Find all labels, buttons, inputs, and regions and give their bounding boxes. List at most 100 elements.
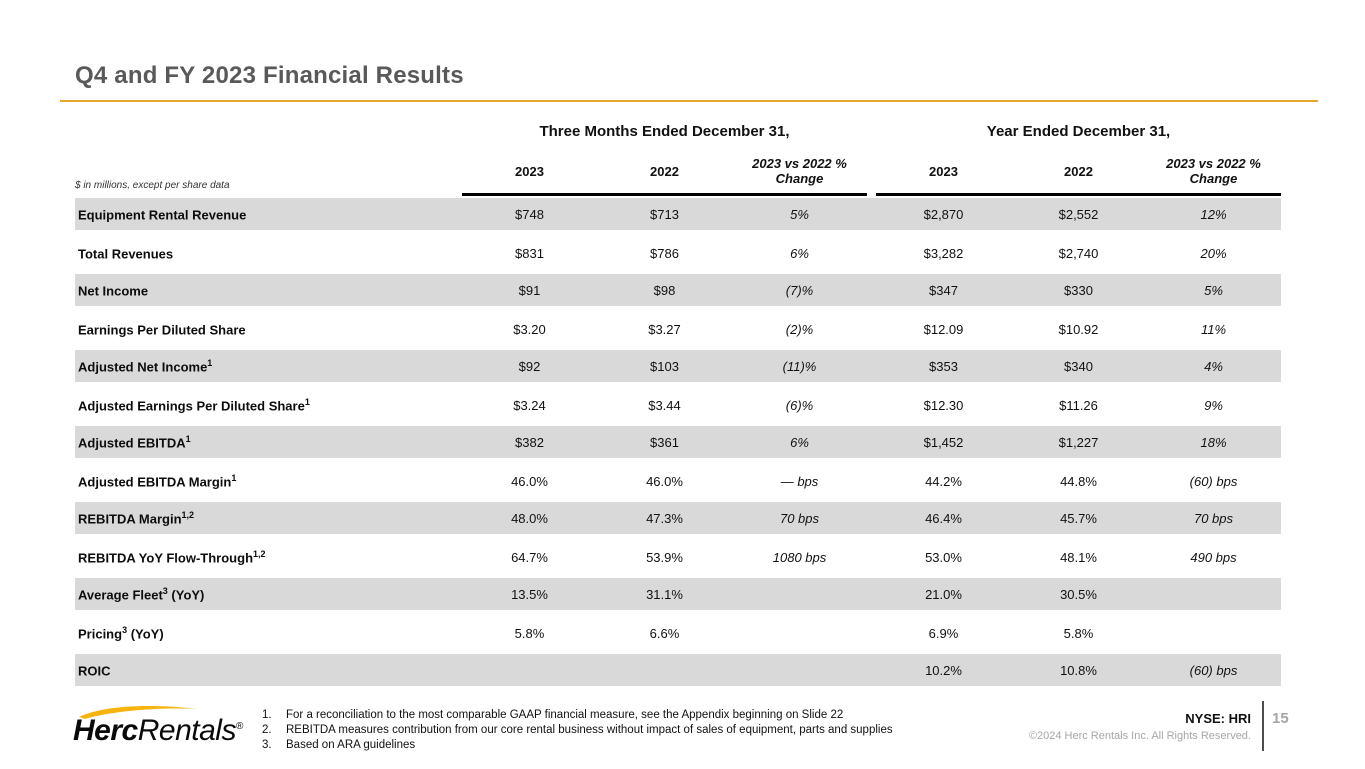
value-fy-change: 4% [1204,358,1223,374]
column-group-q4: 2023 2022 2023 vs 2022 % Change [462,149,867,196]
logo-wordmark: HercRentals® [73,714,243,747]
table-row: Equipment Rental Revenue $748 $713 5% $2… [75,196,1281,234]
table-row: Adjusted EBITDA Margin1 46.0% 46.0% — bp… [75,462,1281,500]
value-fy-2023: 6.9% [928,625,959,641]
value-fy-2023: 53.0% [925,549,962,565]
value-q4-2023: $91 [518,282,541,298]
value-fy-2023: 10.2% [925,662,962,678]
value-fy-2022: $1,227 [1058,434,1099,450]
column-group-fy: 2023 2022 2023 vs 2022 % Change [876,149,1281,196]
value-fy-2023: $347 [929,282,958,298]
value-q4-2022: $361 [650,434,679,450]
metric-label: Pricing3 (YoY) [78,624,164,642]
value-q4-2023: $382 [515,434,544,450]
value-q4-change: (6)% [785,397,814,413]
logo-swoosh-icon [79,705,197,719]
footnote: 2. REBITDA measures contribution from ou… [262,724,893,736]
footnote-marker: 1 [304,396,310,407]
metric-label: REBITDA Margin1,2 [78,509,195,527]
value-fy-2023: $353 [929,358,958,374]
value-q4-change: (2)% [785,321,814,337]
value-q4-2023: 5.8% [514,625,545,641]
value-fy-2022: 10.8% [1060,662,1097,678]
value-q4-2023: $3.20 [513,321,546,337]
value-fy-change: 5% [1204,282,1223,298]
value-q4-2023: 46.0% [511,473,548,489]
value-q4-change: 70 bps [779,510,820,526]
table-row: REBITDA Margin1,2 48.0% 47.3% 70 bps 46.… [75,500,1281,538]
page-number: 15 [1272,710,1289,727]
value-q4-change: — bps [780,473,819,489]
value-q4-2022: 47.3% [646,510,683,526]
value-fy-change: 11% [1200,321,1227,337]
value-fy-change: 70 bps [1193,510,1234,526]
metric-label: ROIC [78,663,111,679]
footnotes: 1. For a reconciliation to the most comp… [262,708,893,753]
value-fy-2023: $3,282 [923,245,964,261]
footnote-marker: 1,2 [253,548,266,559]
value-q4-change: 6% [790,245,809,261]
table-row: Adjusted Earnings Per Diluted Share1 $3.… [75,386,1281,424]
value-fy-2023: 44.2% [925,473,962,489]
value-q4-2022: 31.1% [646,586,683,602]
table-row: Pricing3 (YoY) 5.8% 6.6% 6.9% 5.8% [75,614,1281,652]
metric-label: Net Income [78,283,149,299]
value-q4-change: 6% [790,434,809,450]
table-group-header-row: Three Months Ended December 31, Year End… [75,113,1281,149]
value-q4-2022: $713 [650,206,679,222]
value-q4-2023: $748 [515,206,544,222]
value-q4-change: 1080 bps [772,549,827,565]
column-header-fy-2022: 2022 [1064,163,1093,179]
column-header-q4-2022: 2022 [650,163,679,179]
column-header-q4-change: 2023 vs 2022 % Change [752,156,847,186]
value-q4-2022: 6.6% [649,625,680,641]
value-q4-2023: 48.0% [511,510,548,526]
table-row: Earnings Per Diluted Share $3.20 $3.27 (… [75,310,1281,348]
value-q4-2023: 64.7% [511,549,548,565]
value-fy-change: (60) bps [1189,473,1238,489]
value-fy-2022: 44.8% [1060,473,1097,489]
footnote-marker: 3 [162,585,168,596]
value-fy-2023: $2,870 [923,206,964,222]
value-q4-2022: $103 [650,358,679,374]
value-fy-2022: $340 [1064,358,1093,374]
ticker-label: NYSE: HRI [1185,711,1251,726]
footnote: 1. For a reconciliation to the most comp… [262,709,844,721]
value-q4-2023: $3.24 [513,397,546,413]
footnote-marker: 3 [122,624,128,635]
value-fy-2022: 45.7% [1060,510,1097,526]
group-gap [867,149,876,196]
metric-label: Average Fleet3 (YoY) [78,585,205,603]
value-q4-2022: 46.0% [646,473,683,489]
value-q4-change: (11)% [782,358,817,374]
herc-rentals-logo: HercRentals® [73,700,258,752]
value-fy-2022: $11.26 [1059,397,1098,413]
units-note: $ in millions, except per share data [75,180,230,191]
value-q4-2022: $98 [653,282,676,298]
table-row: Adjusted Net Income1 $92 $103 (11)% $353… [75,348,1281,386]
table-body: Equipment Rental Revenue $748 $713 5% $2… [75,196,1281,690]
table-row: ROIC 10.2% 10.8% (60) bps [75,652,1281,690]
financial-results-table: Three Months Ended December 31, Year End… [75,113,1281,690]
table-column-header-row: $ in millions, except per share data 202… [75,149,1281,196]
table-row: Average Fleet3 (YoY) 13.5% 31.1% 21.0% 3… [75,576,1281,614]
value-fy-2022: 5.8% [1063,625,1094,641]
value-fy-2023: $1,452 [923,434,964,450]
value-q4-2022: $3.27 [648,321,681,337]
value-q4-change: (7)% [785,282,814,298]
title-accent-rule [60,100,1318,102]
footnote-marker: 1 [185,433,191,444]
value-fy-2022: $2,552 [1058,206,1099,222]
metric-label: Equipment Rental Revenue [78,207,247,223]
metric-label: Adjusted Earnings Per Diluted Share1 [78,396,310,414]
value-q4-2022: $786 [650,245,679,261]
metric-label: REBITDA YoY Flow-Through1,2 [78,548,266,566]
table-row: Net Income $91 $98 (7)% $347 $330 5% [75,272,1281,310]
metric-label: Earnings Per Diluted Share [78,322,246,338]
registered-mark: ® [235,721,243,732]
value-fy-2022: $2,740 [1058,245,1099,261]
value-fy-2023: 46.4% [925,510,962,526]
footnote-marker: 1 [207,357,213,368]
value-fy-change: 490 bps [1190,549,1237,565]
value-fy-change: (60) bps [1189,662,1238,678]
